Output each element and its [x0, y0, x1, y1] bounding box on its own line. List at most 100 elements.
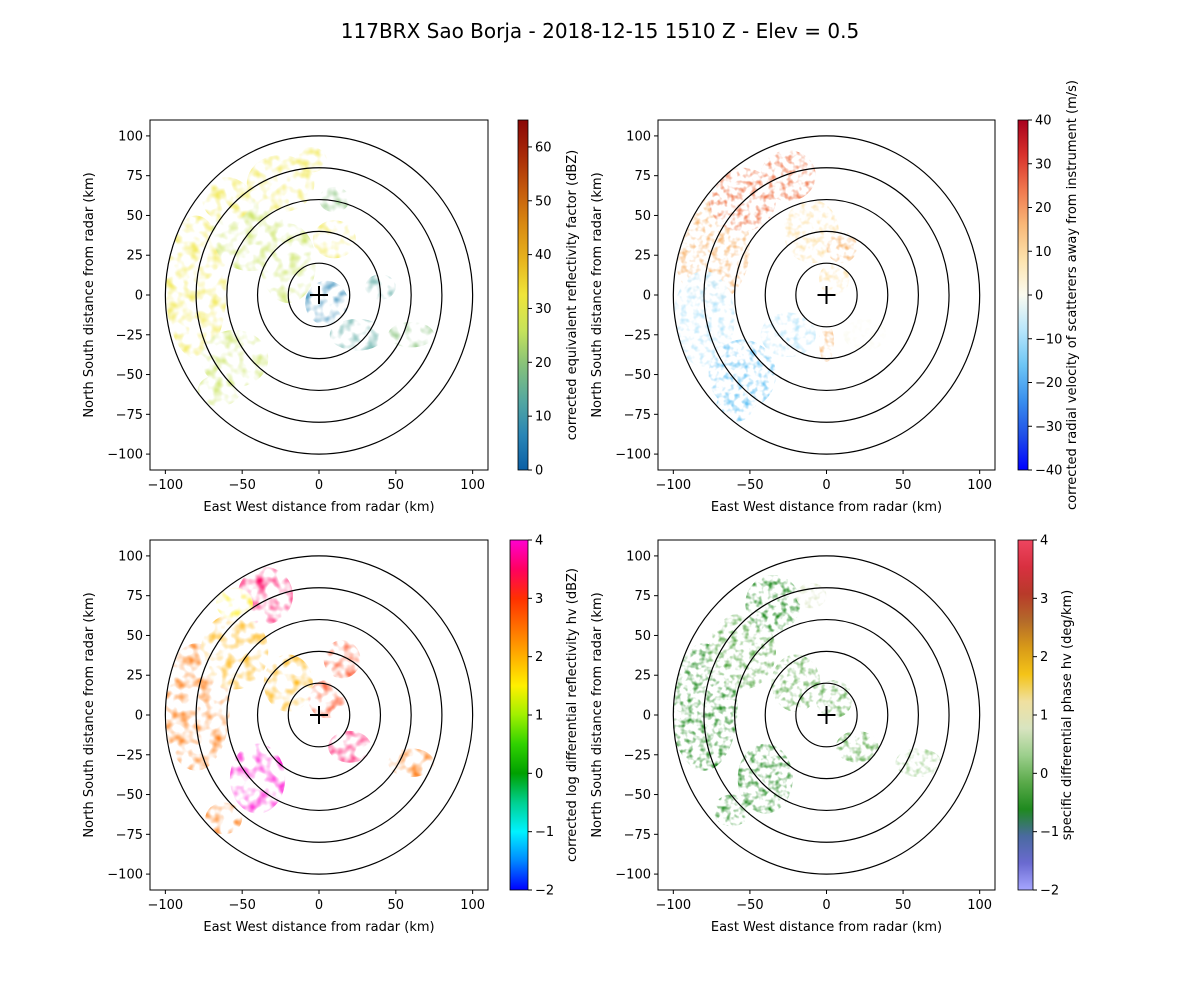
y-tick-label: −25	[116, 328, 143, 343]
colorbar-gradient	[1017, 539, 1034, 891]
colorbar-tick-label: 30	[535, 302, 552, 317]
colorbar-label: corrected log differential reflectivity …	[565, 568, 580, 862]
radar-echo-field	[165, 567, 435, 835]
y-tick-label: −100	[107, 448, 143, 463]
radar-echo-cell	[708, 613, 776, 690]
radar-echo-cell	[818, 263, 850, 295]
range-ring-100km	[672, 135, 981, 455]
radar-echo-cell	[305, 280, 349, 326]
y-tick-label: 50	[126, 209, 143, 224]
radar-echo-cell	[260, 223, 316, 303]
y-tick-label: 0	[135, 709, 143, 724]
y-axis-label: North South distance from radar (km)	[590, 172, 605, 417]
y-tick-label: 75	[126, 589, 143, 604]
x-axis-label: East West distance from radar (km)	[711, 920, 942, 935]
y-tick-label: −50	[116, 788, 143, 803]
y-tick-label: −75	[116, 408, 143, 423]
x-axis-label: East West distance from radar (km)	[203, 920, 434, 935]
colorbar-tick-label: 4	[535, 534, 543, 549]
y-tick-label: −100	[615, 448, 651, 463]
radar-echo-cell	[673, 271, 735, 367]
y-tick-label: 25	[634, 669, 651, 684]
x-tick-label: −100	[148, 478, 184, 493]
range-ring-20km	[795, 262, 858, 328]
colorbar: −2 −1 0 1 2 3 4 corrected log differential refl…	[509, 534, 580, 899]
colorbar-tick-label: −2	[535, 884, 554, 899]
radar-location-marker	[817, 286, 836, 304]
y-tick-label: −50	[624, 788, 651, 803]
radar-echo-cell	[388, 748, 435, 778]
y-tick-label: −25	[624, 748, 651, 763]
x-tick-label: −100	[655, 478, 691, 493]
range-ring-20km	[287, 262, 351, 328]
radar-echo-cell	[308, 680, 346, 719]
y-tick-label: −75	[624, 408, 651, 423]
radar-echo-cell	[783, 199, 839, 264]
x-tick-label: −50	[736, 478, 763, 493]
range-ring-80km	[703, 167, 950, 423]
colorbar-tick-label: 0	[1040, 767, 1048, 782]
range-ring-60km	[733, 618, 920, 812]
radar-echo-cell	[216, 587, 253, 620]
y-tick-label: 25	[126, 249, 143, 264]
range-ring-40km	[764, 650, 889, 780]
y-tick-label: −75	[624, 828, 651, 843]
colorbar-gradient	[509, 539, 529, 891]
colorbar-tick-label: 10	[1035, 245, 1052, 260]
radar-echo-cell	[760, 312, 816, 358]
x-tick-label: 0	[315, 478, 323, 493]
panel-top-right: −100 −50 0 50 100−100−75−50−250255075100East…	[590, 80, 1080, 515]
y-tick-label: 0	[643, 709, 651, 724]
radar-echo-cell	[197, 374, 241, 407]
x-tick-label: 50	[388, 478, 405, 493]
radar-echo-layer	[673, 575, 942, 827]
y-tick-label: 100	[626, 129, 651, 144]
y-axis-label: North South distance from radar (km)	[590, 592, 605, 837]
x-tick-label: 0	[315, 898, 323, 913]
colorbar: −40 −30 −20 −10 0 10 20 30 40 corrected radial ve…	[1017, 80, 1080, 510]
y-tick-label: 100	[626, 549, 651, 564]
y-tick-label: −75	[116, 828, 143, 843]
x-tick-label: 0	[822, 898, 830, 913]
radar-echo-layer	[673, 150, 887, 423]
radar-echo-cell	[200, 330, 269, 388]
y-axis-label: North South distance from radar (km)	[82, 592, 97, 837]
radar-echo-layer	[165, 567, 435, 835]
range-ring-60km	[226, 618, 412, 812]
radar-echo-cell	[229, 743, 286, 814]
colorbar-tick-label: 0	[1035, 289, 1043, 304]
y-tick-label: −25	[116, 748, 143, 763]
range-ring-80km	[703, 587, 950, 843]
x-tick-label: −50	[736, 898, 763, 913]
radar-echo-cell	[815, 680, 853, 719]
colorbar-tick-label: −20	[1035, 376, 1062, 391]
figure-title: 117BRX Sao Borja - 2018-12-15 1510 Z - E…	[341, 19, 859, 43]
radar-echo-cell	[263, 654, 313, 712]
y-tick-label: 25	[126, 669, 143, 684]
colorbar-tick-label: 3	[535, 592, 543, 607]
colorbar-tick-label: 40	[1035, 114, 1052, 129]
radar-echo-cell	[388, 322, 435, 348]
x-tick-label: 50	[388, 898, 405, 913]
colorbar-label: specific differential phase hv (deg/km)	[1060, 590, 1075, 840]
panel-top-left: −100 −50 0 50 100−100−75−50−250255075100East…	[82, 119, 580, 515]
y-tick-label: 75	[634, 589, 651, 604]
x-tick-label: −50	[228, 898, 255, 913]
x-tick-label: 0	[822, 478, 830, 493]
x-tick-label: 100	[460, 478, 485, 493]
radar-echo-cell	[329, 318, 386, 351]
radar-echo-cell	[826, 231, 858, 264]
colorbar-tick-label: 0	[535, 464, 543, 479]
range-ring-100km	[672, 555, 981, 875]
range-ring-40km	[764, 230, 889, 360]
y-tick-label: 25	[634, 249, 651, 264]
radar-echo-cell	[708, 339, 776, 410]
radar-echo-cell	[312, 220, 356, 259]
colorbar-tick-label: −1	[535, 825, 554, 840]
radar-location-marker	[817, 706, 836, 724]
range-ring-80km	[195, 167, 443, 423]
radar-echo-field	[165, 147, 435, 407]
x-tick-label: 50	[895, 478, 912, 493]
radar-echo-cell	[795, 582, 827, 609]
